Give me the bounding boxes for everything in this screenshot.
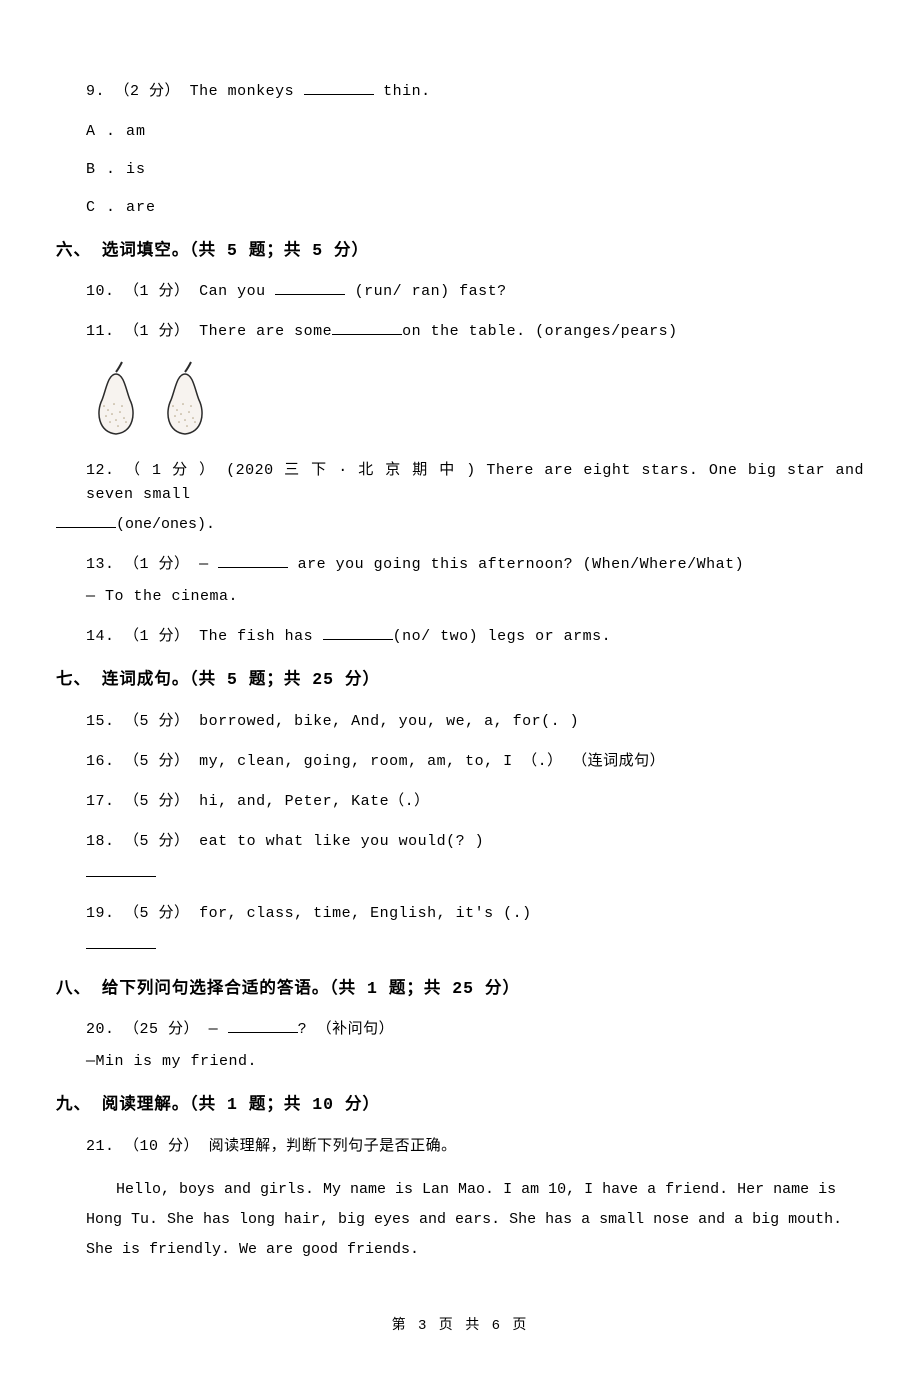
q20-after: ? （补问句） bbox=[298, 1021, 395, 1038]
q13-answer-line: — To the cinema. bbox=[86, 585, 864, 609]
q17-text: hi, and, Peter, Kate（.） bbox=[199, 793, 430, 810]
q16-num: 16. bbox=[86, 753, 115, 770]
q21-text: 阅读理解，判断下列句子是否正确。 bbox=[209, 1138, 457, 1155]
q19-points: （5 分） bbox=[124, 905, 190, 922]
q16-text: my, clean, going, room, am, to, I （.） （连… bbox=[199, 753, 665, 770]
q10-before: Can you bbox=[199, 283, 275, 300]
question-16: 16. （5 分） my, clean, going, room, am, to… bbox=[86, 750, 864, 774]
q19-text: for, class, time, English, it's (.) bbox=[199, 905, 532, 922]
q9-points: （2 分） bbox=[115, 83, 181, 100]
q15-num: 15. bbox=[86, 713, 115, 730]
q18-num: 18. bbox=[86, 833, 115, 850]
pear-icon bbox=[155, 360, 215, 440]
q14-num: 14. bbox=[86, 628, 115, 645]
question-13: 13. （1 分） — are you going this afternoon… bbox=[86, 553, 864, 577]
q10-after: (run/ ran) fast? bbox=[345, 283, 507, 300]
q12-meta: (2020 三 下 · 北 京 期 中 ) bbox=[226, 462, 486, 479]
q13-num: 13. bbox=[86, 556, 115, 573]
blank-fill[interactable] bbox=[56, 514, 116, 529]
blank-fill[interactable] bbox=[218, 554, 288, 569]
q14-before: The fish has bbox=[199, 628, 323, 645]
q11-num: 11. bbox=[86, 323, 115, 340]
q19-answer-blank bbox=[86, 934, 864, 958]
q11-points: （1 分） bbox=[124, 323, 190, 340]
q17-num: 17. bbox=[86, 793, 115, 810]
question-21: 21. （10 分） 阅读理解，判断下列句子是否正确。 bbox=[86, 1135, 864, 1159]
blank-fill[interactable] bbox=[332, 321, 402, 336]
section-8-heading: 八、 给下列问句选择合适的答语。（共 1 题；共 25 分） bbox=[56, 976, 864, 1002]
q21-num: 21. bbox=[86, 1138, 115, 1155]
blank-fill[interactable] bbox=[275, 281, 345, 296]
reading-passage: Hello, boys and girls. My name is Lan Ma… bbox=[86, 1175, 864, 1265]
q20-num: 20. bbox=[86, 1021, 115, 1038]
q10-points: （1 分） bbox=[124, 283, 190, 300]
q20-answer-line: —Min is my friend. bbox=[86, 1050, 864, 1074]
blank-fill[interactable] bbox=[86, 862, 156, 877]
q9-option-b[interactable]: B . is bbox=[86, 158, 864, 182]
q13-before: — bbox=[199, 556, 218, 573]
q21-points: （10 分） bbox=[124, 1138, 199, 1155]
question-20: 20. （25 分） — ? （补问句） bbox=[86, 1018, 864, 1042]
q11-before: There are some bbox=[199, 323, 332, 340]
q9-before: The monkeys bbox=[190, 83, 304, 100]
q16-points: （5 分） bbox=[124, 753, 190, 770]
q12-text-b: (one/ones). bbox=[116, 516, 215, 533]
question-10: 10. （1 分） Can you (run/ ran) fast? bbox=[86, 280, 864, 304]
q9-num: 9. bbox=[86, 83, 105, 100]
q19-num: 19. bbox=[86, 905, 115, 922]
blank-fill[interactable] bbox=[323, 626, 393, 641]
pear-image-row bbox=[86, 360, 864, 449]
q20-points: （25 分） bbox=[124, 1021, 199, 1038]
section-7-heading: 七、 连词成句。（共 5 题；共 25 分） bbox=[56, 667, 864, 693]
q18-points: （5 分） bbox=[124, 833, 190, 850]
question-9: 9. （2 分） The monkeys thin. bbox=[86, 80, 864, 104]
section-6-heading: 六、 选词填空。（共 5 题；共 5 分） bbox=[56, 238, 864, 264]
blank-fill[interactable] bbox=[86, 934, 156, 949]
question-17: 17. （5 分） hi, and, Peter, Kate（.） bbox=[86, 790, 864, 814]
blank-fill[interactable] bbox=[304, 81, 374, 96]
question-12-line2: (one/ones). bbox=[56, 513, 864, 537]
q11-after: on the table. (oranges/pears) bbox=[402, 323, 678, 340]
q18-answer-blank bbox=[86, 862, 864, 886]
question-11: 11. （1 分） There are some on the table. (o… bbox=[86, 320, 864, 344]
q9-option-c[interactable]: C . are bbox=[86, 196, 864, 220]
q9-after: thin. bbox=[374, 83, 431, 100]
q12-points: （ 1 分 ） bbox=[125, 462, 216, 479]
page-footer: 第 3 页 共 6 页 bbox=[56, 1315, 864, 1337]
q12-num: 12. bbox=[86, 462, 115, 479]
question-12-line1: 12. （ 1 分 ） (2020 三 下 · 北 京 期 中 ) There … bbox=[86, 459, 864, 507]
q13-points: （1 分） bbox=[124, 556, 190, 573]
q18-text: eat to what like you would(? ) bbox=[199, 833, 484, 850]
question-19: 19. （5 分） for, class, time, English, it'… bbox=[86, 902, 864, 926]
section-9-heading: 九、 阅读理解。（共 1 题；共 10 分） bbox=[56, 1092, 864, 1118]
q14-points: （1 分） bbox=[124, 628, 190, 645]
question-14: 14. （1 分） The fish has (no/ two) legs or… bbox=[86, 625, 864, 649]
q9-option-a[interactable]: A . am bbox=[86, 120, 864, 144]
q17-points: （5 分） bbox=[124, 793, 190, 810]
pear-icon bbox=[86, 360, 146, 440]
question-18: 18. （5 分） eat to what like you would(? ) bbox=[86, 830, 864, 854]
question-15: 15. （5 分） borrowed, bike, And, you, we, … bbox=[86, 710, 864, 734]
q14-after: (no/ two) legs or arms. bbox=[393, 628, 612, 645]
q15-text: borrowed, bike, And, you, we, a, for(. ) bbox=[199, 713, 579, 730]
q10-num: 10. bbox=[86, 283, 115, 300]
blank-fill[interactable] bbox=[228, 1019, 298, 1034]
q13-after: are you going this afternoon? (When/Wher… bbox=[288, 556, 744, 573]
q15-points: （5 分） bbox=[124, 713, 190, 730]
q20-before: — bbox=[209, 1021, 228, 1038]
